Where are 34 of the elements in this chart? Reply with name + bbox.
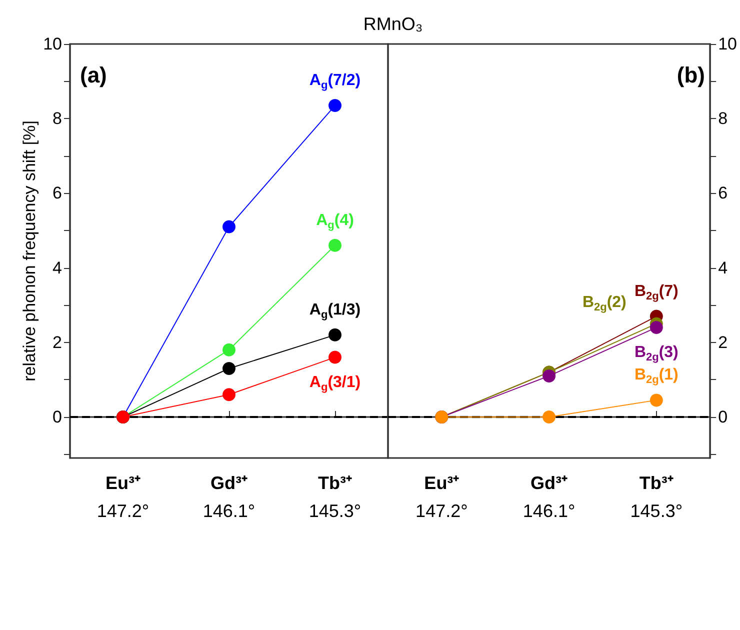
y-tick-label: 0 xyxy=(52,407,62,426)
point xyxy=(328,350,342,364)
x-tick-label: Gd³⁺ 146.1° xyxy=(202,473,256,521)
y-tick-label: 10 xyxy=(43,34,62,54)
y-tick-label: 8 xyxy=(718,109,728,128)
point xyxy=(222,220,236,234)
x-tick-label: Eu³⁺ 147.2° xyxy=(96,473,150,521)
point xyxy=(222,388,236,402)
point xyxy=(328,328,342,342)
y-tick-label: 8 xyxy=(52,109,62,128)
y-tick-label: 2 xyxy=(718,332,728,352)
annotation: (b) xyxy=(676,62,706,88)
point xyxy=(328,99,342,112)
chart-title: RMnO₃ xyxy=(363,14,423,34)
x-tick-label: Gd³⁺ 146.1° xyxy=(522,473,576,521)
y-axis-title: relative phonon frequency shift [%] xyxy=(20,120,39,382)
x-tick-label: Eu³⁺ 147.2° xyxy=(416,473,468,521)
y-tick-label: 10 xyxy=(718,34,738,54)
y-tick-label: 4 xyxy=(52,258,62,278)
x-tick-label: Tb³⁺ 145.3° xyxy=(630,473,683,521)
x-tick-label: Tb³⁺ 145.3° xyxy=(308,473,362,521)
y-tick-label: 6 xyxy=(52,184,62,203)
point xyxy=(650,394,663,407)
annotation: (a) xyxy=(80,62,107,88)
point xyxy=(542,369,556,382)
point xyxy=(222,362,236,375)
y-tick-label: 0 xyxy=(718,407,728,426)
y-tick-label: 6 xyxy=(718,184,728,203)
point xyxy=(650,320,663,334)
point xyxy=(542,410,556,424)
y-tick-label: 2 xyxy=(52,332,62,352)
point xyxy=(328,238,342,252)
point xyxy=(222,343,236,356)
y-tick-label: 4 xyxy=(718,258,728,278)
